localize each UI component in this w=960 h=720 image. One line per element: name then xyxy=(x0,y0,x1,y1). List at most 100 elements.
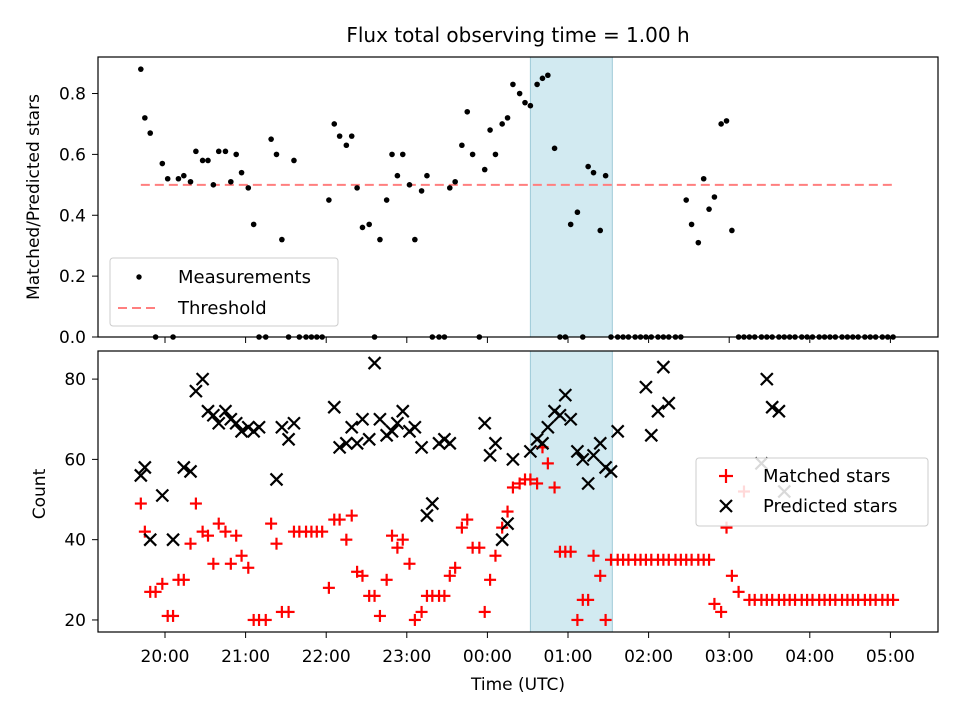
matched-star-point xyxy=(438,589,451,602)
matched-star-point xyxy=(224,557,237,570)
x-tick-label: 01:00 xyxy=(544,647,593,667)
matched-star-point xyxy=(201,529,214,542)
matched-star-point xyxy=(599,613,612,626)
predicted-star-point xyxy=(593,436,608,451)
predicted-star-point xyxy=(575,452,590,467)
matched-star-point xyxy=(415,605,428,618)
matched-star-point xyxy=(134,497,147,510)
predicted-star-point xyxy=(443,436,457,451)
y-tick-label: 0.2 xyxy=(59,267,86,287)
y-tick-label: 40 xyxy=(64,531,86,551)
legend-label-matched: Matched stars xyxy=(763,466,890,487)
matched-star-point xyxy=(322,581,335,594)
x-tick-label: 04:00 xyxy=(785,647,834,667)
measurement-point xyxy=(193,148,199,155)
predicted-star-point xyxy=(177,460,191,475)
predicted-star-point xyxy=(355,412,370,427)
matched-star-point xyxy=(443,569,456,582)
legend-label-predicted: Predicted stars xyxy=(763,496,897,517)
matched-star-point xyxy=(732,585,745,598)
predicted-star-point xyxy=(229,416,243,431)
measurement-point xyxy=(510,81,516,88)
predicted-star-point xyxy=(420,508,434,523)
matched-star-point xyxy=(386,529,399,542)
matched-star-point xyxy=(715,605,728,618)
count-points xyxy=(134,356,900,626)
measurement-point xyxy=(228,178,234,185)
measurement-point xyxy=(688,221,695,228)
predicted-star-point xyxy=(252,420,266,435)
predicted-star-point xyxy=(765,400,779,414)
measurement-point xyxy=(147,130,154,136)
measurement-point xyxy=(268,136,274,142)
predicted-star-point xyxy=(414,440,429,455)
matched-star-point xyxy=(380,573,393,586)
matched-star-point xyxy=(340,533,353,546)
matched-star-point xyxy=(356,569,369,582)
matched-star-point xyxy=(242,561,255,574)
measurement-point xyxy=(359,224,366,231)
matched-star-point xyxy=(484,573,497,586)
matched-star-point xyxy=(391,541,404,554)
matched-star-point xyxy=(708,597,721,610)
legend-marker-predicted xyxy=(719,499,733,513)
matched-star-point xyxy=(455,521,468,534)
predicted-star-point xyxy=(327,400,342,414)
measurement-point xyxy=(291,157,297,164)
matched-star-point xyxy=(212,517,225,530)
measurement-point xyxy=(695,239,702,246)
bottom-y-axis-label: Count xyxy=(30,468,50,519)
matched-star-point xyxy=(489,549,502,562)
measurement-point xyxy=(534,81,540,88)
predicted-star-point xyxy=(287,416,301,431)
measurement-point xyxy=(545,72,551,79)
matched-star-point xyxy=(396,533,409,546)
y-tick-label: 0.4 xyxy=(59,206,86,226)
matched-star-point xyxy=(207,557,220,570)
matched-star-point xyxy=(282,605,295,618)
measurement-point xyxy=(683,197,690,203)
bottom-x-ticks: 20:00 21:00 22:00 23:00 00:00 01:00 02:00 03:00… xyxy=(141,632,915,667)
measurement-point xyxy=(481,166,488,173)
top-legend-box xyxy=(109,257,339,327)
predicted-star-point xyxy=(772,404,786,418)
measurement-point xyxy=(418,188,425,194)
matched-star-point xyxy=(333,513,346,526)
matched-star-point xyxy=(478,605,491,618)
matched-star-point xyxy=(703,553,716,566)
measurement-point xyxy=(446,185,453,191)
top-x-ticks xyxy=(164,337,891,343)
predicted-star-point xyxy=(425,496,440,511)
measurement-point xyxy=(504,115,511,121)
measurement-point xyxy=(279,236,285,243)
matched-star-point xyxy=(501,505,514,518)
measurement-point xyxy=(597,227,604,234)
measurement-point xyxy=(723,118,730,124)
matched-star-point xyxy=(184,537,197,550)
predicted-star-point xyxy=(269,472,284,487)
x-axis-label: Time (UTC) xyxy=(470,675,565,695)
bottom-y-ticks: 20 40 60 80 xyxy=(64,370,98,631)
measurement-point xyxy=(539,75,546,82)
y-tick-label: 0.0 xyxy=(59,328,86,348)
measurement-point xyxy=(383,197,390,203)
measurement-point xyxy=(354,185,360,191)
predicted-star-point xyxy=(189,384,203,398)
predicted-star-point xyxy=(586,448,601,463)
predicted-star-point xyxy=(166,532,180,547)
predicted-star-point xyxy=(570,444,585,459)
measurement-point xyxy=(459,142,465,149)
matched-star-point xyxy=(461,513,474,526)
y-tick-label: 0.8 xyxy=(59,85,86,105)
matched-star-point xyxy=(259,613,272,626)
predicted-star-point xyxy=(581,476,595,491)
measurement-point xyxy=(187,178,194,185)
predicted-star-point xyxy=(553,408,567,423)
predicted-star-point xyxy=(506,452,520,467)
x-tick-label: 03:00 xyxy=(705,647,754,667)
measurement-point xyxy=(492,151,499,158)
predicted-star-point xyxy=(234,424,249,439)
predicted-star-point xyxy=(138,460,152,475)
x-tick-label: 20:00 xyxy=(141,647,190,667)
